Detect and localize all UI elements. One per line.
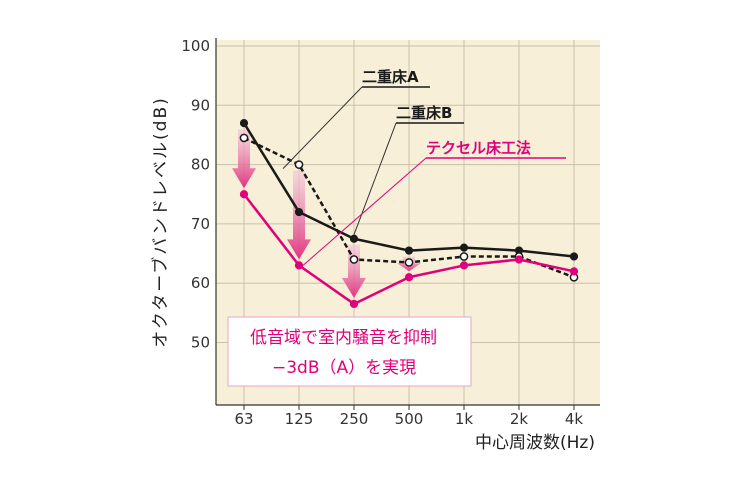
data-point <box>349 255 359 264</box>
leader-line <box>353 122 397 235</box>
y-tick-label: 60 <box>191 274 210 292</box>
y-tick-label: 90 <box>191 96 210 114</box>
data-point <box>239 133 249 143</box>
data-point <box>349 234 359 243</box>
annotation-box: 低音域で室内騒音を抑制 −3dB（A）を実現 <box>227 316 472 387</box>
legend-text-b: 二重床B <box>396 104 452 122</box>
data-point <box>459 261 469 270</box>
annotation-line-1: 低音域で室内騒音を抑制 <box>250 328 437 348</box>
y-axis-title: オクターブバンドレベル(dB) <box>150 96 171 348</box>
leader-line <box>282 86 363 169</box>
data-point <box>294 160 304 169</box>
x-axis-title: 中心周波数(Hz) <box>475 433 595 453</box>
data-point <box>569 267 579 276</box>
series-markers <box>239 118 579 309</box>
data-point <box>404 273 414 282</box>
data-point <box>239 118 249 128</box>
y-tick-labels: 50 60 70 80 90 100 <box>181 37 210 352</box>
x-tick-labels: 63 125 250 500 1k 2k 4k <box>234 405 583 428</box>
x-tick-label: 4k <box>565 410 584 428</box>
data-point <box>514 255 524 264</box>
data-point <box>294 261 304 270</box>
x-tick-label: 1k <box>455 410 474 428</box>
legend-label-texel: テクセル床工法 <box>426 139 566 159</box>
reduction-arrow <box>342 244 366 298</box>
x-tick-label: 500 <box>395 410 424 428</box>
annotation-line-2: −3dB（A）を実現 <box>272 358 416 378</box>
legend-label-a: 二重床A <box>362 68 430 88</box>
data-point <box>459 243 469 252</box>
data-point <box>404 258 414 267</box>
y-tick-label: 70 <box>191 215 210 233</box>
data-point <box>404 246 414 255</box>
x-tick-label: 250 <box>340 410 369 428</box>
data-point <box>459 252 469 261</box>
y-tick-label: 100 <box>181 37 210 55</box>
legend-label-b: 二重床B <box>396 104 464 124</box>
annotation-background <box>227 316 472 387</box>
legend-leader-lines <box>282 86 427 266</box>
leader-line <box>302 157 427 266</box>
data-point <box>294 207 304 217</box>
x-tick-label: 2k <box>510 410 529 428</box>
data-point <box>569 252 579 261</box>
x-tick-label: 125 <box>285 410 314 428</box>
y-tick-label: 50 <box>191 334 210 352</box>
data-point <box>239 190 249 199</box>
legend-text-a: 二重床A <box>362 68 419 86</box>
y-tick-label: 80 <box>191 156 210 174</box>
x-tick-label: 63 <box>234 410 253 428</box>
legend-text-texel: テクセル床工法 <box>426 139 531 157</box>
data-point <box>349 299 359 309</box>
reduction-arrow <box>232 129 256 189</box>
